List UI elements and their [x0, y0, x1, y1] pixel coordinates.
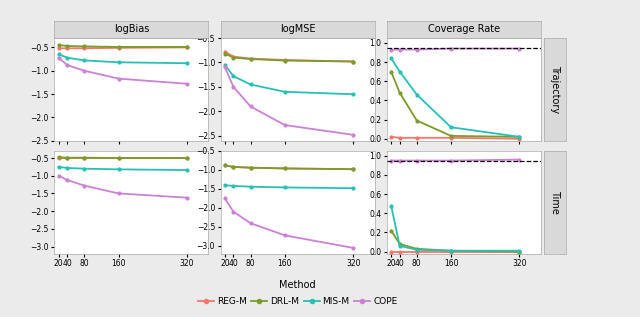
Text: Coverage Rate: Coverage Rate	[428, 24, 500, 34]
Text: Time: Time	[550, 190, 560, 214]
Text: Method: Method	[279, 280, 316, 290]
Legend: REG-M, DRL-M, MIS-M, COPE: REG-M, DRL-M, MIS-M, COPE	[194, 293, 401, 309]
Text: logMSE: logMSE	[280, 24, 316, 34]
Text: logBias: logBias	[114, 24, 149, 34]
Text: Trajectory: Trajectory	[550, 65, 560, 113]
